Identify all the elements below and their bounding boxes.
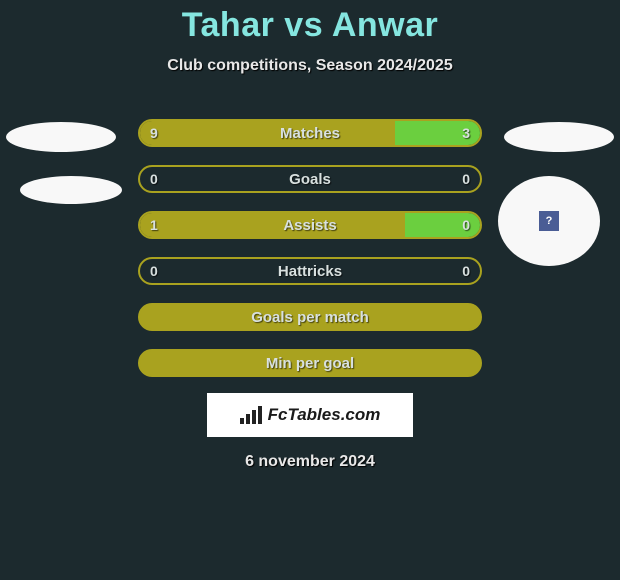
player-right-circle: ? <box>498 176 600 266</box>
stat-label: Min per goal <box>140 355 480 372</box>
fctables-label: FcTables.com <box>268 405 381 425</box>
stat-row: Goals0 0 <box>138 165 482 193</box>
stat-row: Assists1 0 <box>138 211 482 239</box>
snapshot-date: 6 november 2024 <box>0 453 620 471</box>
stat-left-value: 9 <box>150 125 158 141</box>
stat-right-value: 0 <box>462 171 470 187</box>
page-title: Tahar vs Anwar <box>0 6 620 45</box>
vs-label: vs <box>284 6 323 44</box>
stat-right-value: 3 <box>462 125 470 141</box>
subtitle: Club competitions, Season 2024/2025 <box>0 57 620 75</box>
stats-bars: Matches93Goals00Assists10Hattricks00Goal… <box>138 119 482 377</box>
player2-name: Anwar <box>332 6 438 44</box>
stat-row: Min per goal <box>138 349 482 377</box>
stat-label: Goals <box>140 171 480 188</box>
stat-left-value: 1 <box>150 217 158 233</box>
stat-right-value: 0 <box>462 263 470 279</box>
stat-left-value: 0 <box>150 263 158 279</box>
stat-right-value: 0 <box>462 217 470 233</box>
stage: Tahar vs Anwar Club competitions, Season… <box>0 0 620 471</box>
stat-label: Goals per match <box>140 309 480 326</box>
club-badge-icon: ? <box>539 211 559 231</box>
header: Tahar vs Anwar Club competitions, Season… <box>0 0 620 75</box>
stat-row: Matches9 3 <box>138 119 482 147</box>
stat-label: Matches <box>140 125 480 142</box>
stat-label: Assists <box>140 217 480 234</box>
stat-label: Hattricks <box>140 263 480 280</box>
player-left-ellipse-2 <box>20 176 122 204</box>
stat-left-value: 0 <box>150 171 158 187</box>
club-badge-glyph: ? <box>546 215 553 227</box>
bar-chart-icon <box>240 406 262 424</box>
fctables-badge: FcTables.com <box>207 393 413 437</box>
stat-row: Hattricks0 0 <box>138 257 482 285</box>
player-right-ellipse-1 <box>504 122 614 152</box>
player1-name: Tahar <box>182 6 275 44</box>
stat-row: Goals per match <box>138 303 482 331</box>
player-left-ellipse-1 <box>6 122 116 152</box>
